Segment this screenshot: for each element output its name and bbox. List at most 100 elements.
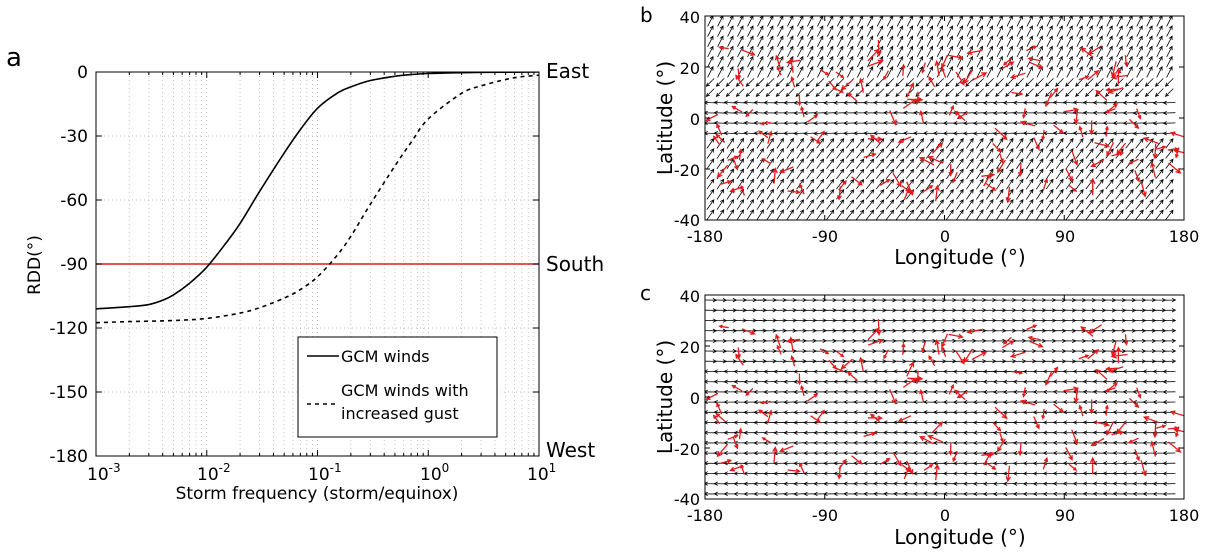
wind-vector bbox=[813, 100, 827, 105]
wind-vector bbox=[757, 55, 764, 68]
wind-vector bbox=[1094, 78, 1104, 87]
wind-vector bbox=[886, 25, 894, 37]
storm-vector bbox=[1001, 340, 1015, 349]
wind-vector bbox=[945, 78, 954, 87]
wind-vector bbox=[926, 45, 933, 58]
wind-vector bbox=[1006, 158, 1014, 170]
wind-vector bbox=[737, 16, 744, 27]
storm-vector bbox=[1169, 131, 1184, 138]
wind-vector bbox=[1156, 66, 1163, 78]
wind-vector bbox=[1136, 16, 1143, 27]
wind-vector bbox=[855, 158, 865, 169]
wind-vector bbox=[1025, 78, 1034, 87]
storm-vector bbox=[892, 451, 902, 467]
wind-vector bbox=[946, 55, 953, 68]
storm-vector bbox=[1073, 108, 1079, 125]
wind-vector bbox=[905, 148, 915, 159]
storm-vector bbox=[774, 333, 782, 349]
storm-vector bbox=[923, 184, 934, 192]
wind-vector bbox=[876, 25, 884, 37]
panel-b-ytick-label: 40 bbox=[680, 8, 700, 27]
wind-vector bbox=[756, 198, 764, 210]
wind-vector bbox=[717, 35, 724, 47]
panel-b-ytick-label: -20 bbox=[674, 161, 700, 180]
wind-vector bbox=[915, 188, 925, 200]
wind-vector bbox=[747, 16, 754, 27]
wind-vector bbox=[1136, 35, 1143, 47]
wind-vector bbox=[806, 137, 815, 149]
wind-vector bbox=[816, 199, 825, 210]
storm-vector bbox=[745, 388, 754, 397]
wind-vector bbox=[1055, 88, 1064, 98]
wind-vector bbox=[1165, 209, 1174, 220]
wind-vector bbox=[1056, 25, 1063, 37]
wind-vector bbox=[945, 88, 954, 98]
wind-vector bbox=[1036, 35, 1043, 47]
wind-vector bbox=[1056, 16, 1063, 27]
storm-vector bbox=[1026, 45, 1038, 52]
storm-vector bbox=[1124, 55, 1129, 67]
wind-vector bbox=[756, 137, 764, 149]
wind-vector bbox=[1075, 209, 1084, 220]
storm-vector bbox=[1104, 387, 1116, 393]
wind-vector bbox=[1075, 168, 1084, 180]
wind-vector bbox=[826, 158, 835, 169]
wind-vector bbox=[976, 35, 983, 47]
wind-vector bbox=[1085, 148, 1094, 159]
wind-vector bbox=[996, 137, 1004, 149]
wind-vector bbox=[1045, 78, 1054, 87]
wind-vector bbox=[1142, 131, 1156, 136]
wind-vector bbox=[1142, 121, 1156, 126]
wind-vector bbox=[1045, 199, 1054, 210]
wind-vector bbox=[1154, 88, 1164, 98]
wind-vector bbox=[1162, 471, 1176, 476]
panel-label-a: a bbox=[6, 43, 22, 73]
storm-vector bbox=[1106, 421, 1115, 436]
panel-b-xtick-label: 90 bbox=[1055, 227, 1075, 246]
panel-c-ytick-label: -40 bbox=[674, 490, 700, 509]
storm-vector bbox=[716, 443, 729, 458]
wind-vector bbox=[915, 209, 925, 220]
wind-vector bbox=[925, 209, 935, 220]
wind-vector bbox=[926, 16, 933, 27]
panel-c-xtick-label: 90 bbox=[1055, 506, 1075, 525]
wind-vector bbox=[786, 178, 795, 190]
wind-vector bbox=[745, 78, 755, 87]
wind-vector bbox=[1006, 178, 1014, 190]
wind-vector bbox=[906, 45, 913, 58]
storm-vector bbox=[1001, 61, 1015, 70]
wind-vector bbox=[996, 188, 1004, 200]
wind-vector bbox=[1156, 55, 1163, 68]
wind-vector bbox=[846, 16, 854, 27]
wind-vector bbox=[706, 137, 715, 149]
wind-vector bbox=[935, 158, 944, 169]
wind-vector bbox=[1065, 199, 1074, 210]
wind-vector bbox=[986, 16, 993, 27]
wind-vector bbox=[1006, 147, 1014, 159]
wind-vector bbox=[757, 25, 764, 37]
wind-vector bbox=[713, 110, 727, 115]
wind-vector bbox=[826, 35, 834, 47]
storm-vector bbox=[1017, 163, 1023, 178]
wind-vector bbox=[1166, 16, 1173, 27]
storm-vector bbox=[712, 135, 721, 146]
wind-vector bbox=[727, 16, 734, 27]
wind-vector bbox=[1165, 189, 1174, 200]
wind-vector bbox=[1025, 168, 1034, 180]
wind-vector bbox=[996, 16, 1003, 27]
wind-vector bbox=[806, 168, 815, 180]
wind-vector bbox=[766, 188, 774, 200]
wind-vector bbox=[926, 55, 933, 68]
storm-vector bbox=[1104, 108, 1116, 114]
wind-vector bbox=[803, 110, 817, 116]
wind-vector bbox=[767, 16, 774, 27]
wind-vector bbox=[925, 168, 935, 180]
wind-vector bbox=[986, 35, 993, 47]
wind-vector bbox=[817, 55, 824, 68]
wind-vector bbox=[1076, 25, 1083, 37]
storm-vector bbox=[1005, 465, 1012, 483]
storm-vector bbox=[715, 412, 726, 422]
wind-vector bbox=[1055, 158, 1064, 170]
storm-vector bbox=[906, 181, 914, 196]
wind-vector bbox=[755, 88, 765, 98]
